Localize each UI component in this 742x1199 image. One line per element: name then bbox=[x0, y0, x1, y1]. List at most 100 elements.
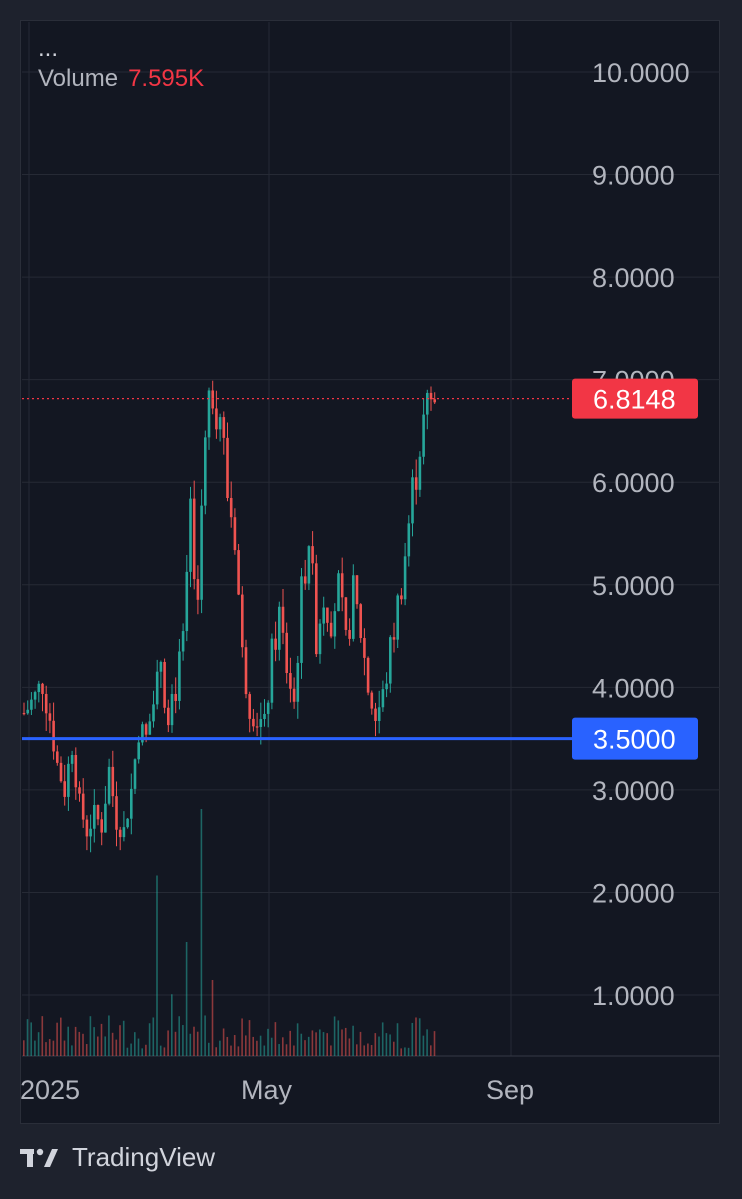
volume-bar bbox=[56, 1022, 58, 1056]
candle-body bbox=[126, 818, 129, 828]
candle-body bbox=[26, 709, 29, 714]
tradingview-logo-icon bbox=[20, 1148, 58, 1167]
candle-body bbox=[89, 828, 92, 837]
candle-body bbox=[333, 611, 337, 637]
candle-body bbox=[118, 829, 122, 838]
volume-bar bbox=[348, 1038, 351, 1056]
volume-bar bbox=[344, 1027, 347, 1056]
candle-body bbox=[263, 713, 266, 720]
candle-body bbox=[389, 637, 392, 684]
volume-bar bbox=[296, 1023, 299, 1056]
candle-body bbox=[30, 699, 33, 710]
candlestick-chart[interactable]: 10.00009.00008.00007.00006.00005.00004.0… bbox=[0, 0, 742, 1140]
volume-bar bbox=[274, 1022, 277, 1056]
candle-body bbox=[226, 437, 229, 498]
volume-bar bbox=[26, 1019, 29, 1056]
candle-body bbox=[159, 661, 163, 672]
horizontal-level-value: 3.5000 bbox=[593, 725, 676, 755]
price-tick-label: 6.0000 bbox=[592, 468, 675, 498]
volume-bar bbox=[93, 1027, 95, 1056]
candle-body bbox=[215, 408, 218, 430]
volume-bar bbox=[174, 1031, 177, 1056]
volume-bar bbox=[404, 1047, 406, 1056]
candle-body bbox=[100, 819, 103, 833]
candle-body bbox=[274, 638, 277, 650]
volume-bar bbox=[211, 980, 214, 1056]
volume-bar bbox=[256, 1040, 258, 1056]
candle-body bbox=[56, 751, 59, 763]
volume-bar bbox=[307, 1036, 310, 1056]
volume-bar bbox=[200, 809, 203, 1056]
candle-body bbox=[359, 604, 362, 639]
volume-bar bbox=[134, 1032, 136, 1056]
candle-body bbox=[363, 638, 366, 658]
volume-bar bbox=[167, 1030, 169, 1056]
volume-bar bbox=[267, 1028, 269, 1056]
candle-body bbox=[218, 417, 222, 430]
footer-branding[interactable]: TradingView bbox=[20, 1142, 215, 1173]
volume-bar bbox=[185, 942, 188, 1056]
candle-body bbox=[422, 414, 425, 457]
candle-body bbox=[63, 781, 66, 797]
candle-body bbox=[278, 606, 281, 650]
volume-bar bbox=[415, 1017, 417, 1056]
candle-body bbox=[292, 688, 296, 702]
volume-bar bbox=[52, 1040, 55, 1056]
candle-body bbox=[229, 497, 233, 518]
candle-body bbox=[155, 671, 159, 705]
candle-body bbox=[241, 594, 244, 648]
volume-bar bbox=[89, 1016, 92, 1056]
candle-body bbox=[111, 766, 115, 797]
volume-bar bbox=[233, 1035, 236, 1056]
volume-bar bbox=[159, 1045, 162, 1056]
volume-bar bbox=[359, 1031, 362, 1056]
candle-body bbox=[122, 827, 126, 838]
volume-bar bbox=[393, 1041, 395, 1056]
candle-body bbox=[315, 563, 318, 655]
candle-body bbox=[22, 712, 26, 715]
chart-frame[interactable] bbox=[20, 20, 720, 1124]
last-price-badge bbox=[572, 378, 698, 419]
volume-bar bbox=[215, 1047, 217, 1056]
volume-bar bbox=[145, 1044, 147, 1056]
candle-body bbox=[222, 417, 226, 438]
candle-body bbox=[200, 505, 203, 600]
time-tick-label: 2025 bbox=[20, 1075, 80, 1105]
volume-bar bbox=[100, 1023, 103, 1056]
candle-body bbox=[403, 556, 407, 600]
volume-bar bbox=[60, 1017, 62, 1056]
candle-body bbox=[141, 724, 144, 743]
candle-body bbox=[400, 595, 403, 600]
price-tick-label: 4.0000 bbox=[592, 673, 675, 703]
volume-bar bbox=[400, 1048, 402, 1056]
candle-body bbox=[181, 631, 185, 652]
volume-bar bbox=[148, 1023, 151, 1056]
candle-body bbox=[300, 576, 303, 663]
candle-body bbox=[33, 692, 37, 700]
candle-body bbox=[189, 498, 192, 572]
volume-bar bbox=[315, 1032, 317, 1056]
volume-bar bbox=[241, 1018, 243, 1056]
volume-bar bbox=[407, 1047, 410, 1056]
legend-menu-dots[interactable]: ... bbox=[38, 35, 59, 62]
volume-bar bbox=[111, 1032, 114, 1056]
volume-bar bbox=[330, 1045, 332, 1056]
candle-body bbox=[237, 550, 240, 595]
candle-body bbox=[340, 573, 344, 598]
volume-bar bbox=[41, 1016, 44, 1056]
candle-body bbox=[130, 788, 133, 819]
candle-body bbox=[322, 607, 325, 624]
volume-bar bbox=[285, 1044, 288, 1056]
volume-bar bbox=[108, 1015, 110, 1056]
candle-body bbox=[311, 546, 314, 564]
volume-bar bbox=[259, 1035, 262, 1056]
volume-bar bbox=[282, 1037, 284, 1056]
footer-brand-text: TradingView bbox=[72, 1142, 216, 1172]
candle-body bbox=[96, 804, 100, 820]
price-tick-label: 2.0000 bbox=[592, 878, 675, 908]
volume-bar bbox=[311, 1030, 314, 1056]
candle-body bbox=[163, 661, 166, 708]
volume-bar bbox=[289, 1030, 291, 1056]
price-tick-label: 8.0000 bbox=[592, 263, 675, 293]
volume-bar bbox=[245, 1035, 247, 1056]
